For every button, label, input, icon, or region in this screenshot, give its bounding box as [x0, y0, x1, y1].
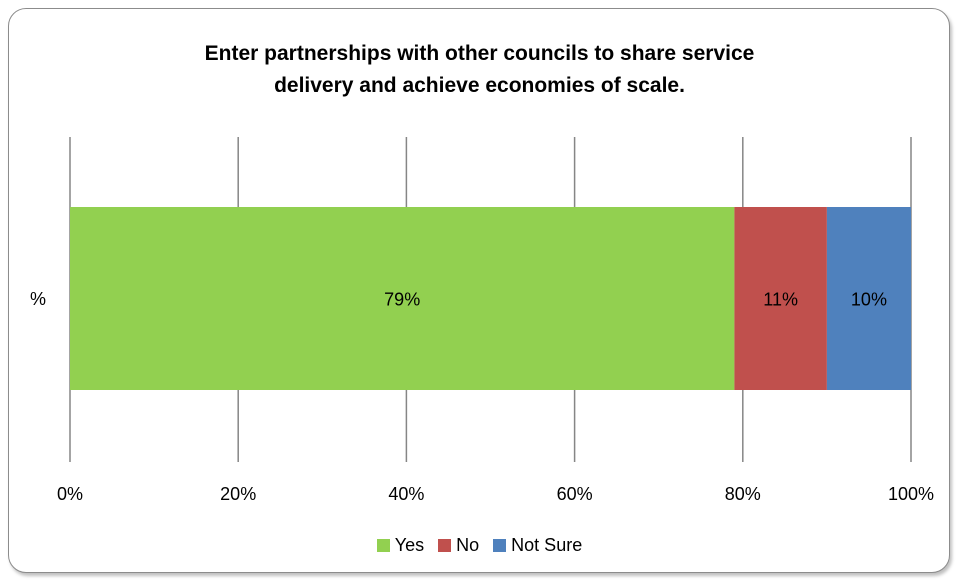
- legend-swatch-no: [438, 539, 452, 552]
- legend-swatch-yes: [376, 539, 390, 552]
- bar-segment-not-sure: [826, 207, 911, 390]
- category-label: %: [30, 289, 46, 309]
- x-tick-label: 60%: [557, 484, 593, 504]
- legend-item-not-sure: Not Sure: [493, 535, 582, 556]
- legend-label-not-sure: Not Sure: [511, 535, 583, 555]
- chart-title-line-1: Enter partnerships with other councils t…: [204, 42, 755, 65]
- bar-segment-no: [734, 207, 827, 390]
- legend-item-yes: Yes: [376, 535, 425, 556]
- x-tick-label: 40%: [388, 484, 424, 504]
- legend-label-no: No: [456, 535, 480, 555]
- chart-title: Enter partnerships with other councils t…: [0, 38, 959, 102]
- legend-item-no: No: [438, 535, 479, 556]
- data-label-yes: 79%: [384, 290, 420, 310]
- bar-segments: 79% 11% 10%: [70, 207, 911, 390]
- data-label-no: 11%: [763, 290, 798, 310]
- data-label-not-sure: 10%: [851, 290, 887, 310]
- x-tick-label: 100%: [888, 484, 934, 504]
- x-tick-labels: 0% 20% 40% 60% 80% 100%: [57, 484, 934, 504]
- chart-title-line-2: delivery and achieve economies of scale.: [274, 74, 685, 97]
- x-tick-label: 20%: [220, 484, 256, 504]
- legend: Yes No Not Sure: [0, 535, 959, 556]
- x-tick-label: 0%: [57, 484, 83, 504]
- x-tick-label: 80%: [725, 484, 761, 504]
- legend-label-yes: Yes: [394, 535, 425, 555]
- legend-swatch-not-sure: [493, 539, 507, 552]
- bar-segment-yes: [70, 207, 735, 390]
